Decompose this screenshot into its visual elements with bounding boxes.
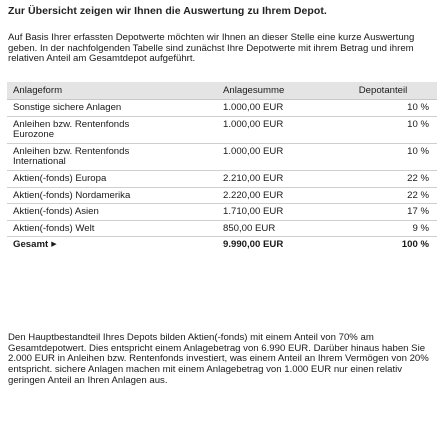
row-sum: 850,00 EUR: [203, 220, 331, 238]
table-row: Anleihen bzw. Rentenfonds Eurozone 1.000,…: [7, 116, 437, 144]
header-anlagesumme: Anlagesumme: [203, 82, 331, 100]
row-share: 9 %: [331, 220, 437, 238]
total-share: 100 %: [401, 239, 429, 251]
row-sum: 1.000,00 EUR: [203, 116, 331, 144]
table-row: Aktien(-fonds) Asien 1.710,00 EUR 17 %: [7, 203, 437, 221]
summary-text: Den Hauptbestandteil Ihres Depots bilden…: [8, 332, 429, 386]
row-sum: 2.210,00 EUR: [203, 170, 331, 188]
row-form-label: Aktien(-fonds) Welt: [13, 222, 95, 234]
row-share: 22 %: [331, 187, 437, 205]
table-row: Sonstige sichere Anlagen 1.000,00 EUR 10…: [7, 99, 437, 117]
header-anlageform: Anlageform: [7, 82, 203, 100]
row-form: Anleihen bzw. Rentenfonds International: [7, 143, 203, 171]
row-form-label: Aktien(-fonds) Asien: [13, 206, 99, 218]
depot-table: Anlageform Anlagesumme Depotanteil Sonst…: [7, 82, 437, 253]
row-share: 22 %: [331, 170, 437, 188]
row-share: 10 %: [331, 143, 437, 171]
total-label-cell[interactable]: Gesamt ▶: [7, 237, 203, 253]
table-row: Aktien(-fonds) Europa 2.210,00 EUR 22 %: [7, 170, 437, 188]
row-form: Sonstige sichere Anlagen: [7, 99, 203, 117]
total-row: Gesamt ▶ 9.990,00 EUR 100 %: [7, 237, 437, 253]
row-form-label-2: International: [13, 156, 66, 168]
page-title: Zur Übersicht zeigen wir Ihnen die Auswe…: [8, 5, 327, 17]
row-sum: 2.220,00 EUR: [203, 187, 331, 205]
row-form-label: Anleihen bzw. Rentenfonds: [13, 118, 130, 130]
row-form: Anleihen bzw. Rentenfonds Eurozone: [7, 116, 203, 144]
row-share: 17 %: [331, 203, 437, 221]
row-form: Aktien(-fonds) Europa: [7, 170, 203, 188]
row-form-label: Aktien(-fonds) Europa: [13, 172, 107, 184]
total-label[interactable]: Gesamt: [13, 239, 49, 251]
row-share: 10 %: [331, 116, 437, 144]
row-sum: 1.000,00 EUR: [203, 99, 331, 117]
row-form-label: Sonstige sichere Anlagen: [13, 102, 122, 113]
header-depotanteil: Depotanteil: [331, 82, 437, 100]
row-sum: 1.710,00 EUR: [203, 203, 331, 221]
row-form: Aktien(-fonds) Nordamerika: [7, 187, 203, 205]
table-row: Aktien(-fonds) Welt 850,00 EUR 9 %: [7, 220, 437, 238]
row-sum: 1.000,00 EUR: [203, 143, 331, 171]
row-form-label: Anleihen bzw. Rentenfonds: [13, 145, 130, 157]
row-share: 10 %: [331, 99, 437, 117]
intro-text: Auf Basis Ihrer erfassten Depotwerte möc…: [8, 32, 415, 65]
table-row: Anleihen bzw. Rentenfonds International 1…: [7, 143, 437, 171]
triangle-right-icon: ▶: [51, 241, 57, 249]
table-header-row: Anlageform Anlagesumme Depotanteil: [7, 82, 437, 100]
total-sum: 9.990,00 EUR: [223, 239, 284, 251]
table-row: Aktien(-fonds) Nordamerika 2.220,00 EUR …: [7, 187, 437, 205]
row-form-label: Aktien(-fonds) Nordamerika: [13, 189, 131, 201]
row-form: Aktien(-fonds) Asien: [7, 203, 203, 221]
row-form-label-2: Eurozone: [13, 129, 55, 141]
row-form: Aktien(-fonds) Welt: [7, 220, 203, 238]
